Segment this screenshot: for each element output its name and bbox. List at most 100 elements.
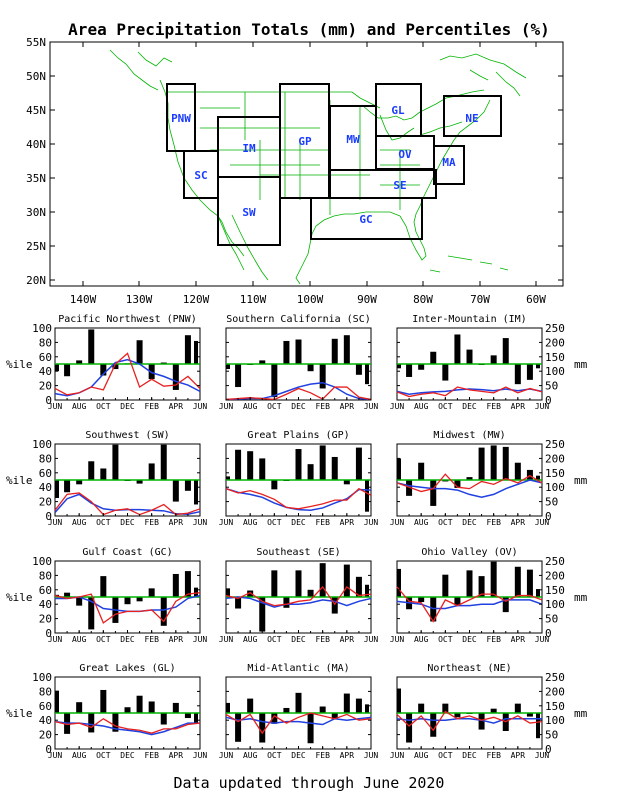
percentile-bar <box>454 713 461 718</box>
percentile-bar <box>331 338 338 364</box>
observed-precip-line <box>396 586 543 623</box>
region-label-gl: GL <box>391 104 405 117</box>
month-tick-label: JUN <box>535 635 550 644</box>
lon-tick-label: 60W <box>526 293 546 306</box>
chart-12: Northeast (NE) JUN AUG OCT DEC FEB APR JUN 25020… <box>390 663 588 760</box>
month-tick-label: OCT <box>267 518 282 527</box>
percentile-bar <box>64 480 71 493</box>
percentile-bar <box>235 449 242 480</box>
mm-tick-label: 250 <box>545 671 565 684</box>
percentile-bar <box>490 355 497 364</box>
month-tick-label: APR <box>169 402 184 411</box>
month-tick-label: AUG <box>243 635 258 644</box>
month-tick-label: DEC <box>291 402 306 411</box>
month-tick-label: AUG <box>72 635 87 644</box>
pct-tick-label: 100 <box>32 555 52 568</box>
month-tick-label: OCT <box>438 751 453 760</box>
percentile-bar <box>307 713 314 744</box>
percentile-bar <box>430 351 437 364</box>
mm-tick-label: 150 <box>545 351 565 364</box>
normal-precip-line <box>396 388 543 396</box>
percentile-bar <box>514 364 521 385</box>
pct-tick-label: 100 <box>32 322 52 335</box>
pct-tick-label: 20 <box>39 729 52 742</box>
percentile-bar <box>64 592 71 597</box>
percentile-bar <box>88 461 95 480</box>
chart-11: Mid-Atlantic (MA) JUN AUG OCT DEC FEB APR JUN <box>219 663 379 760</box>
percentile-bar <box>112 713 119 732</box>
pct-tick-label: 0 <box>45 743 52 756</box>
percentile-bar <box>406 713 413 743</box>
percentile-bar <box>160 444 167 480</box>
pct-axis-label: %ile <box>6 707 33 720</box>
mm-tick-label: 200 <box>545 452 565 465</box>
month-tick-label: AUG <box>72 402 87 411</box>
page-title: Area Precipitation Totals (mm) and Perce… <box>68 20 550 39</box>
month-tick-label: APR <box>169 518 184 527</box>
observed-precip-line <box>54 717 201 734</box>
month-tick-label: JUN <box>48 518 63 527</box>
percentile-bar <box>466 477 473 480</box>
percentile-bar <box>124 597 131 605</box>
month-tick-label: JUN <box>219 518 234 527</box>
normal-precip-line <box>225 381 372 401</box>
month-tick-label: JUN <box>193 635 208 644</box>
mm-tick-label: 150 <box>545 584 565 597</box>
percentile-bar <box>514 462 521 480</box>
percentile-bar <box>397 458 401 480</box>
region-label-gp: GP <box>298 135 312 148</box>
percentile-bar <box>271 570 278 597</box>
lon-tick-label: 70W <box>470 293 490 306</box>
percentile-bar <box>124 707 131 713</box>
pct-tick-label: 40 <box>39 598 52 611</box>
observed-precip-line <box>225 585 372 607</box>
pct-tick-label: 100 <box>32 438 52 451</box>
pct-tick-label: 0 <box>45 627 52 640</box>
percentile-bar <box>55 480 59 498</box>
month-tick-label: JUN <box>535 751 550 760</box>
percentile-bar <box>478 713 485 730</box>
observed-precip-line <box>396 710 543 732</box>
percentile-bar <box>418 364 425 370</box>
mm-tick-label: 150 <box>545 700 565 713</box>
percentile-bar <box>112 364 119 370</box>
lon-tick-label: 90W <box>357 293 377 306</box>
month-tick-label: JUN <box>219 635 234 644</box>
month-tick-label: JUN <box>48 751 63 760</box>
percentile-bar <box>365 584 369 597</box>
mm-tick-label: 200 <box>545 685 565 698</box>
lat-tick-label: 40N <box>26 138 46 151</box>
percentile-bar <box>502 597 509 613</box>
pct-tick-label: 60 <box>39 700 52 713</box>
month-tick-label: JUN <box>390 402 405 411</box>
month-tick-label: OCT <box>438 518 453 527</box>
percentile-bar <box>307 589 314 597</box>
percentile-bar <box>226 588 230 597</box>
month-tick-label: DEC <box>120 635 135 644</box>
mm-axis-label: mm <box>574 707 588 720</box>
percentile-bar <box>319 706 326 713</box>
pct-tick-label: 80 <box>39 336 52 349</box>
month-tick-label: OCT <box>438 635 453 644</box>
chart-title: Great Plains (GP) <box>247 430 349 441</box>
month-tick-label: DEC <box>291 751 306 760</box>
chart-2: Southern California (SC) JUN AUG OCT DEC FEB A… <box>219 314 379 411</box>
region-label-gc: GC <box>359 213 372 226</box>
percentile-bar <box>136 480 143 484</box>
month-tick-label: OCT <box>267 402 282 411</box>
percentile-bar <box>226 702 230 713</box>
percentile-bar <box>148 463 155 480</box>
percentile-bar <box>100 576 107 597</box>
percentile-bar <box>343 480 350 485</box>
percentile-bar <box>365 480 369 512</box>
normal-precip-line <box>396 479 543 499</box>
chart-1: Pacific Northwest (PNW) JUN AUG OCT DEC FEB AP… <box>6 314 207 411</box>
month-tick-label: FEB <box>486 635 501 644</box>
percentile-bar <box>319 445 326 480</box>
month-tick-label: JUN <box>193 518 208 527</box>
chart-8: Southeast (SE) JUN AUG OCT DEC FEB APR JUN <box>219 547 379 644</box>
pct-axis-label: %ile <box>6 358 33 371</box>
percentile-bar <box>76 360 83 364</box>
percentile-bar <box>55 690 59 713</box>
